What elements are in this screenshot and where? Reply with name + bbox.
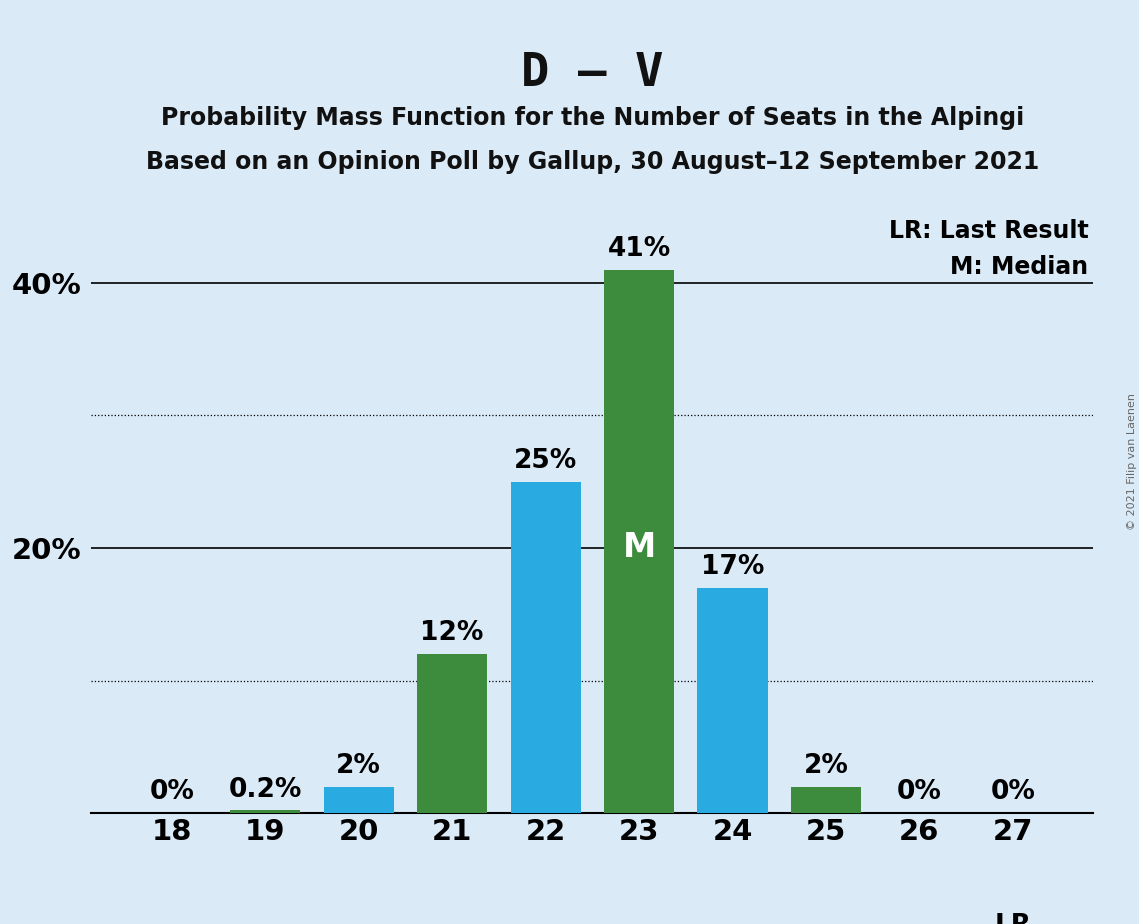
Text: 0.2%: 0.2% <box>229 776 302 803</box>
Text: Based on an Opinion Poll by Gallup, 30 August–12 September 2021: Based on an Opinion Poll by Gallup, 30 A… <box>146 150 1039 174</box>
Text: 41%: 41% <box>607 236 671 261</box>
Text: 25%: 25% <box>514 448 577 474</box>
Text: M: Median: M: Median <box>950 255 1089 279</box>
Text: M: M <box>622 531 656 565</box>
Text: 2%: 2% <box>803 753 849 779</box>
Bar <box>510 481 581 813</box>
Text: LR: LR <box>994 913 1031 924</box>
Text: Probability Mass Function for the Number of Seats in the Alpingi: Probability Mass Function for the Number… <box>161 106 1024 130</box>
Text: D – V: D – V <box>521 51 664 96</box>
Text: 17%: 17% <box>700 553 764 579</box>
Bar <box>323 786 394 813</box>
Bar <box>417 654 487 813</box>
Text: LR: Last Result: LR: Last Result <box>888 218 1089 242</box>
Bar <box>697 588 768 813</box>
Text: 0%: 0% <box>896 779 942 805</box>
Text: © 2021 Filip van Laenen: © 2021 Filip van Laenen <box>1126 394 1137 530</box>
Text: 0%: 0% <box>991 779 1035 805</box>
Text: 2%: 2% <box>336 753 382 779</box>
Bar <box>230 810 301 813</box>
Bar <box>790 786 861 813</box>
Text: 0%: 0% <box>149 779 194 805</box>
Bar <box>604 270 674 813</box>
Text: 12%: 12% <box>420 620 484 646</box>
